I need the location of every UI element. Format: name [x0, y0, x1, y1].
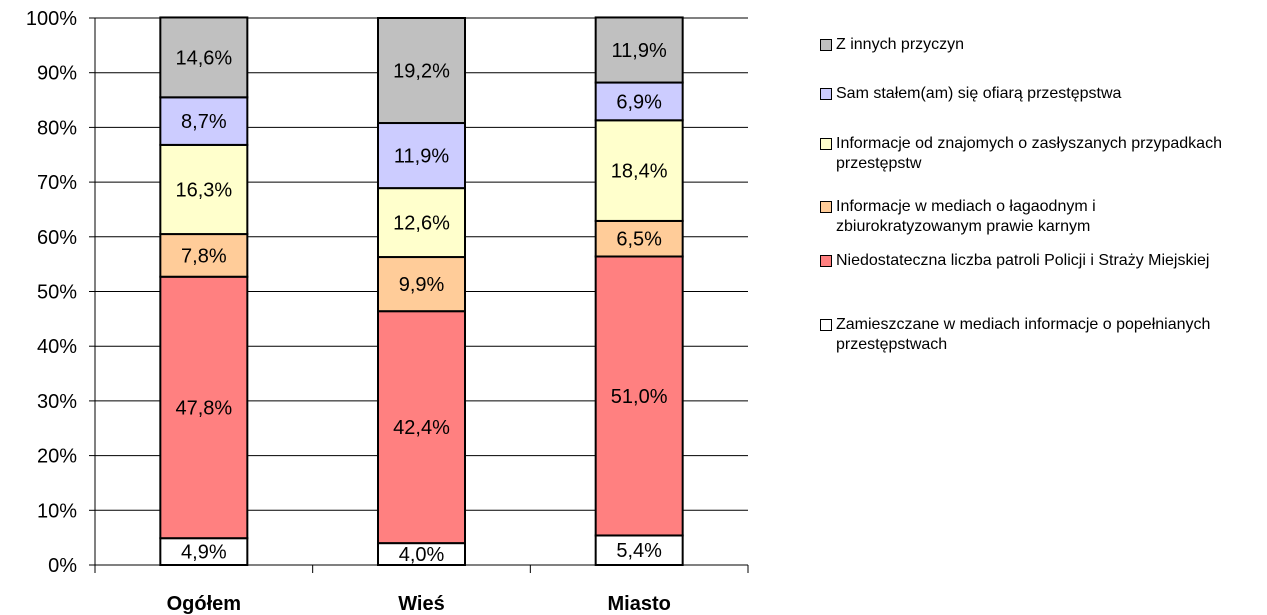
category-label: Ogółem — [167, 593, 241, 615]
data-label: 6,9% — [616, 91, 662, 113]
legend-label: Informacje od znajomych o zasłyszanych p… — [836, 135, 1222, 172]
category-label: Wieś — [398, 593, 445, 615]
legend-item-informacje-w-mediach-prawo: Informacje w mediach o łagaodnym i zbiur… — [820, 197, 1226, 237]
data-label: 19,2% — [393, 61, 450, 83]
legend-item-niedostateczna-liczba-patroli: Niedostateczna liczba patroli Policji i … — [820, 251, 1266, 271]
data-label: 47,8% — [175, 397, 232, 419]
legend-item-zamieszczane-w-mediach: Zamieszczane w mediach informacje o pope… — [820, 315, 1226, 355]
bar-segment — [594, 81, 684, 122]
bar-segment — [377, 310, 466, 545]
y-tick-label: 30% — [37, 391, 77, 413]
data-label: 4,0% — [399, 544, 445, 566]
data-label: 6,5% — [616, 229, 662, 251]
category-label: Miasto — [607, 593, 670, 615]
bar-segment — [159, 16, 249, 99]
data-label: 7,8% — [181, 245, 227, 267]
bar-segment — [594, 219, 684, 258]
data-label: 11,9% — [612, 40, 667, 62]
y-tick-label: 90% — [37, 63, 77, 85]
data-label: 4,9% — [181, 542, 227, 564]
legend-label: Niedostateczna liczba patroli Policji i … — [836, 252, 1210, 269]
data-label: 9,9% — [399, 274, 445, 296]
y-tick-label: 40% — [37, 336, 77, 358]
legend-item-sam-stalem-sie-ofiara: Sam stałem(am) się ofiarą przestępstwa — [820, 84, 1246, 104]
legend-label: Informacje w mediach o łagaodnym i zbiur… — [836, 198, 1096, 235]
legend-swatch — [820, 138, 832, 150]
y-tick-label: 20% — [37, 446, 77, 468]
legend-label: Z innych przyczyn — [836, 36, 965, 53]
y-tick-label: 100% — [26, 8, 77, 30]
y-tick-label: 70% — [37, 172, 77, 194]
legend-swatch — [820, 88, 832, 100]
y-tick-label: 10% — [37, 500, 77, 522]
bar-segment — [159, 537, 249, 567]
data-label: 11,9% — [394, 146, 449, 168]
data-label: 42,4% — [393, 417, 450, 439]
bar-segment — [159, 233, 249, 278]
data-label: 14,6% — [175, 47, 232, 69]
legend-item-z-innych-przyczyn: Z innych przyczyn — [820, 35, 1246, 55]
legend-label: Sam stałem(am) się ofiarą przestępstwa — [836, 85, 1122, 102]
bar-segment — [377, 256, 466, 313]
bar-segment — [594, 255, 684, 537]
y-tick-label: 50% — [37, 282, 77, 304]
bar-segment — [159, 96, 249, 146]
data-label: 51,0% — [611, 386, 668, 408]
y-tick-label: 80% — [37, 117, 77, 139]
y-tick-label: 60% — [37, 227, 77, 249]
legend-swatch — [820, 201, 832, 213]
legend-swatch — [820, 319, 832, 331]
legend-item-informacje-od-znajomych: Informacje od znajomych o zasłyszanych p… — [820, 134, 1226, 174]
bar-segment — [594, 534, 684, 566]
data-label: 18,4% — [611, 161, 668, 183]
data-label: 12,6% — [393, 213, 450, 235]
data-label: 16,3% — [175, 179, 232, 201]
data-label: 8,7% — [181, 111, 227, 133]
data-label: 5,4% — [616, 540, 662, 562]
legend-label: Zamieszczane w mediach informacje o pope… — [836, 316, 1211, 353]
bar-segment — [377, 17, 466, 125]
bar-segment — [377, 122, 466, 190]
bar-segment — [594, 16, 684, 84]
legend-swatch — [820, 39, 832, 51]
y-tick-label: 0% — [48, 555, 77, 577]
legend-swatch — [820, 255, 832, 267]
